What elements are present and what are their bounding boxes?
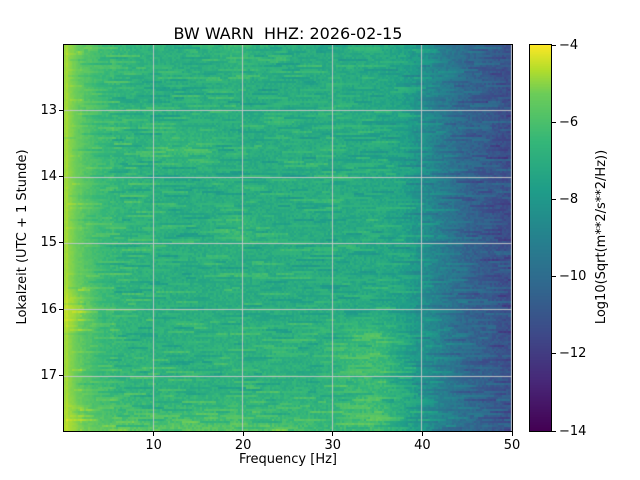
y-tick-mark [59, 176, 63, 178]
colorbar-tick-label: −8 [559, 191, 579, 207]
y-tick-label: 13 [40, 102, 57, 118]
colorbar-tick-label: −4 [559, 37, 579, 53]
colorbar-tick-mark [552, 44, 556, 46]
y-tick-label: 16 [40, 301, 57, 317]
x-tick-label: 30 [324, 438, 342, 453]
x-axis-label: Frequency [Hz] [238, 452, 338, 467]
colorbar-gradient [530, 45, 551, 431]
x-tick-mark [511, 432, 513, 436]
colorbar-tick-mark [552, 198, 556, 200]
y-tick-label: 14 [40, 169, 57, 185]
colorbar [529, 44, 552, 432]
x-tick-mark [421, 432, 423, 436]
colorbar-tick-label: −10 [559, 269, 587, 285]
spectrogram-heatmap [64, 45, 512, 431]
colorbar-tick-mark [552, 430, 556, 432]
chart-title: BW WARN HHZ: 2026-02-15 [173, 24, 403, 43]
colorbar-tick-mark [552, 353, 556, 355]
x-tick-mark [242, 432, 244, 436]
x-tick-mark [153, 432, 155, 436]
x-tick-label: 50 [503, 438, 521, 453]
y-tick-mark [59, 109, 63, 111]
y-tick-mark [59, 375, 63, 377]
plot-area [63, 44, 513, 432]
x-tick-mark [332, 432, 334, 436]
colorbar-tick-mark [552, 121, 556, 123]
colorbar-tick-mark [552, 276, 556, 278]
colorbar-tick-label: −14 [559, 423, 587, 439]
y-tick-mark [59, 242, 63, 244]
y-tick-label: 17 [40, 368, 57, 384]
y-tick-mark [59, 308, 63, 310]
colorbar-tick-label: −6 [559, 114, 579, 130]
y-tick-label: 15 [40, 235, 57, 251]
x-tick-label: 20 [234, 438, 252, 453]
colorbar-label: Log10(Sqrt(m**2/s**2/Hz)) [594, 149, 609, 325]
colorbar-tick-label: −12 [559, 346, 587, 362]
x-tick-label: 40 [414, 438, 431, 453]
x-tick-label: 10 [145, 438, 162, 453]
